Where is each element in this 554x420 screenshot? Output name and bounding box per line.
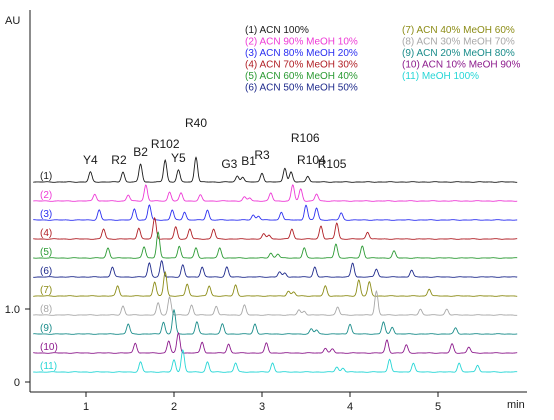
x-tick-label: 5 <box>435 401 441 413</box>
peak-label: R40 <box>185 116 207 130</box>
trace-line <box>33 216 518 240</box>
trace-tag: (9) <box>40 323 52 334</box>
peak-label: R102 <box>151 137 180 151</box>
peak-label: R105 <box>318 157 347 171</box>
peak-label: R3 <box>254 148 270 162</box>
peak-label: R104 <box>297 153 326 167</box>
trace-tag: (10) <box>40 342 58 353</box>
y-tick-label: 0 <box>14 377 20 389</box>
legend-entry: (7) ACN 40% MeOH 60% <box>402 25 515 36</box>
trace-line <box>33 231 518 259</box>
peak-label: G3 <box>221 157 237 171</box>
legend-entry: (6) ACN 50% MeOH 50% <box>245 83 358 94</box>
trace-tag: (3) <box>40 209 52 220</box>
legend-entry: (9) ACN 20% MeOH 80% <box>402 48 515 59</box>
trace-tag: (4) <box>40 228 52 239</box>
peak-label: B2 <box>133 145 148 159</box>
y-ticks: 01.0 <box>5 304 30 389</box>
legend-entry: (5) ACN 60% MeOH 40% <box>245 71 358 82</box>
legend: (1) ACN 100%(2) ACN 90% MeOH 10%(3) ACN … <box>245 25 520 94</box>
trace-tag: (6) <box>40 266 52 277</box>
trace-tag: (5) <box>40 247 52 258</box>
peak-label: Y5 <box>171 151 186 165</box>
legend-entry: (4) ACN 70% MeOH 30% <box>245 60 358 71</box>
x-tick-label: 2 <box>171 401 177 413</box>
trace-tag: (11) <box>40 361 57 372</box>
trace-line <box>33 156 518 183</box>
x-tick-label: 1 <box>83 401 89 413</box>
trace-line <box>33 204 518 221</box>
trace-line <box>33 349 518 373</box>
legend-entry: (10) ACN 10% MeOH 90% <box>402 60 520 71</box>
plot-frame <box>29 10 527 393</box>
trace-line <box>33 184 518 202</box>
trace-line <box>33 332 518 354</box>
legend-entry: (11) MeOH 100% <box>402 71 479 82</box>
trace-tag: (8) <box>40 304 52 315</box>
legend-entry: (8) ACN 30% MeOH 70% <box>402 37 515 48</box>
trace-tag: (7) <box>40 285 52 296</box>
trace-line <box>33 270 518 297</box>
legend-entry: (1) ACN 100% <box>245 25 309 36</box>
x-ticks: 1 2 3 4 5 <box>83 392 441 413</box>
trace-tag: (1) <box>40 171 52 182</box>
y-tick-label: 1.0 <box>5 304 20 316</box>
legend-entry: (2) ACN 90% MeOH 10% <box>245 37 358 48</box>
trace-line <box>33 259 518 278</box>
peak-label: R106 <box>291 131 320 145</box>
x-tick-label: 3 <box>259 401 265 413</box>
peak-label: Y4 <box>83 153 98 167</box>
trace-group: (1) (2) (3) (4) (5) (6) (7) (8) (9) (10) (11) <box>33 156 518 373</box>
peak-label: B1 <box>241 154 256 168</box>
peak-label: R2 <box>111 153 127 167</box>
legend-entry: (3) ACN 80% MeOH 20% <box>245 48 358 59</box>
y-axis-label: AU <box>5 15 20 27</box>
trace-line <box>33 289 518 316</box>
trace-line <box>33 308 518 335</box>
trace-tag: (2) <box>40 190 52 201</box>
x-axis-label: min <box>507 399 525 411</box>
x-tick-label: 4 <box>347 401 353 413</box>
